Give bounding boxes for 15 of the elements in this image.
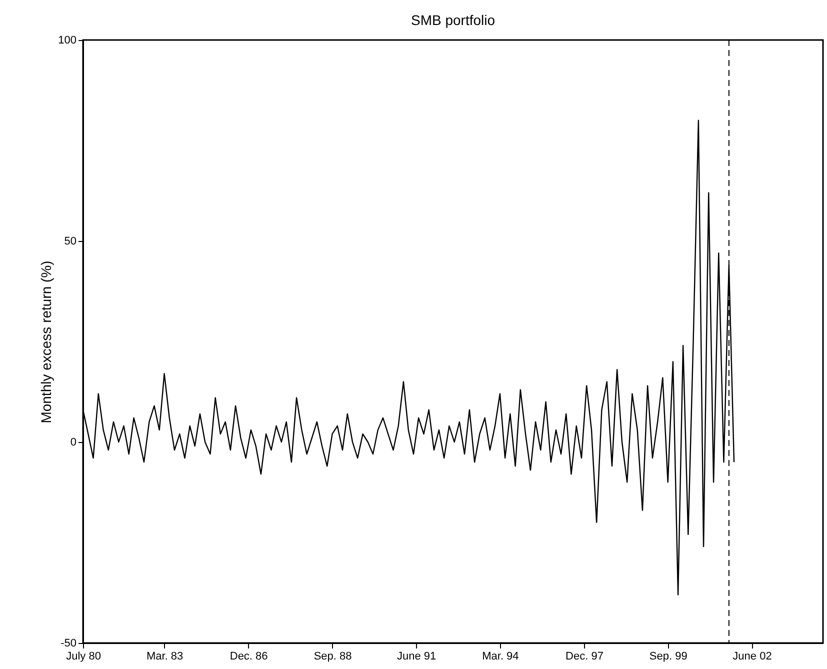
y-tick-label: 50 [64, 236, 76, 248]
x-tick-label: June 91 [396, 650, 436, 662]
x-tick-label: June 02 [732, 650, 772, 662]
x-tick-label: Dec. 97 [566, 650, 604, 662]
x-tick-label: July 80 [66, 650, 101, 662]
y-tick-label: -50 [60, 638, 76, 650]
y-axis-title: Monthly excess return (%) [38, 260, 54, 424]
y-tick-label: 100 [58, 34, 76, 46]
y-tick-label: 0 [70, 436, 76, 448]
x-tick-label: Sep. 99 [649, 650, 688, 662]
x-tick-label: Sep. 88 [314, 650, 352, 662]
chart-title: SMB portfolio [410, 12, 496, 28]
x-tick-label: Mar. 94 [482, 650, 519, 662]
x-tick-label: Mar. 83 [146, 650, 184, 662]
x-tick-label: Dec. 86 [230, 650, 268, 662]
